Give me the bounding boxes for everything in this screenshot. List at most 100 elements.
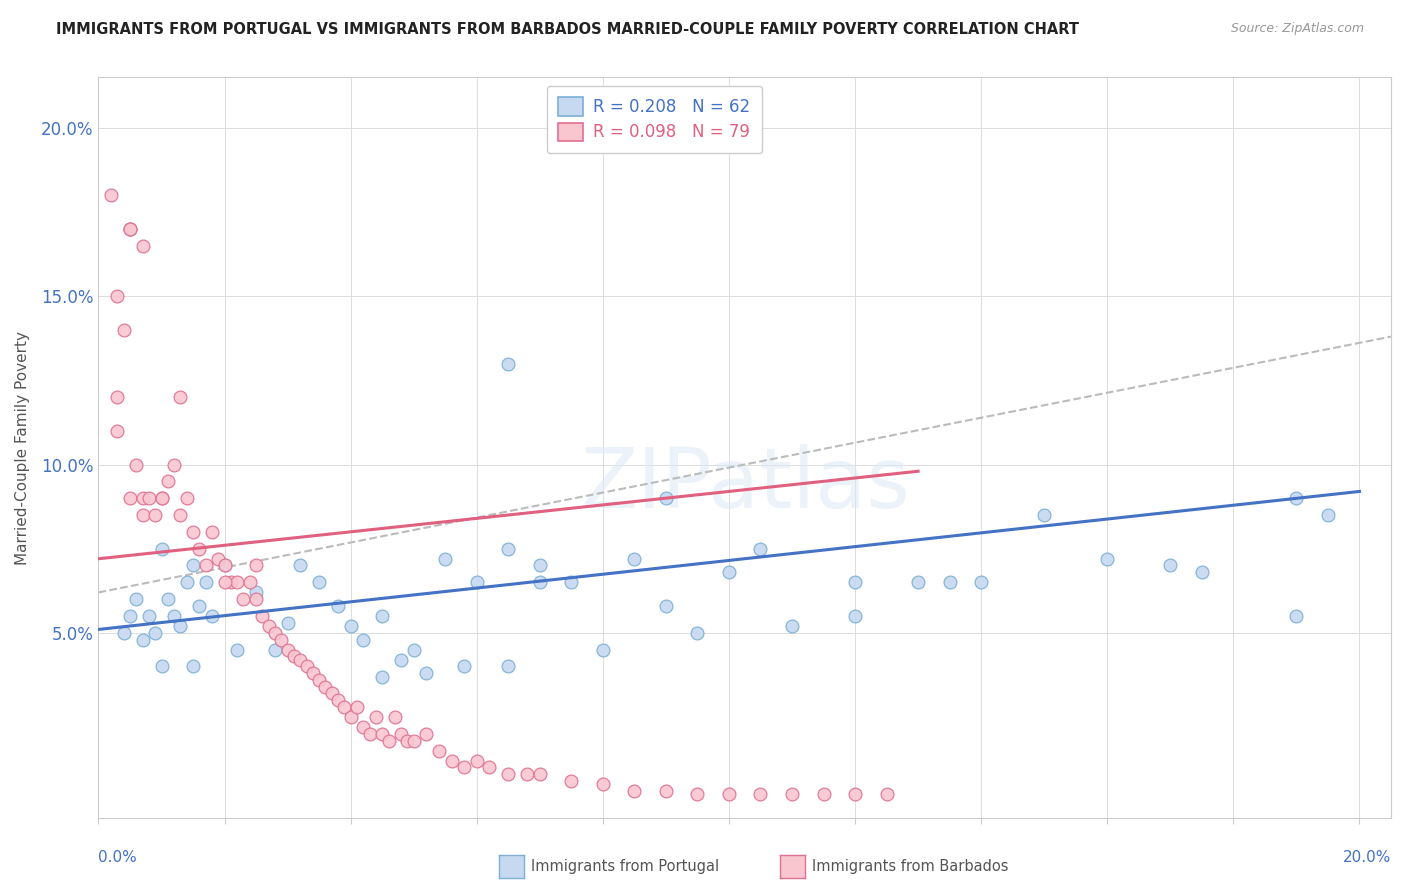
Point xyxy=(529,558,551,573)
Point xyxy=(264,625,287,640)
Point xyxy=(498,357,520,371)
Point xyxy=(389,727,412,741)
Point xyxy=(181,558,204,573)
Point xyxy=(105,390,128,404)
Point xyxy=(333,699,356,714)
Legend: R = 0.208   N = 62, R = 0.098   N = 79: R = 0.208 N = 62, R = 0.098 N = 79 xyxy=(547,86,762,153)
Point xyxy=(346,699,368,714)
Point xyxy=(1159,558,1181,573)
Point xyxy=(359,727,381,741)
Point xyxy=(655,491,678,505)
Point xyxy=(516,767,538,781)
Point xyxy=(156,475,179,489)
Text: ZIPatlas: ZIPatlas xyxy=(579,444,910,525)
Point xyxy=(1285,609,1308,624)
Point xyxy=(371,727,394,741)
Point xyxy=(844,575,866,590)
Point xyxy=(717,788,740,802)
Point xyxy=(780,619,803,633)
Text: Immigrants from Portugal: Immigrants from Portugal xyxy=(531,859,718,873)
Point xyxy=(560,575,582,590)
Point xyxy=(169,619,191,633)
Point xyxy=(314,680,336,694)
Point xyxy=(295,659,318,673)
Point xyxy=(181,659,204,673)
Point xyxy=(686,788,709,802)
Point xyxy=(143,508,166,522)
Point xyxy=(150,491,173,505)
Point xyxy=(415,666,437,681)
Point xyxy=(219,575,242,590)
Point xyxy=(245,558,267,573)
Point xyxy=(125,592,148,607)
Point xyxy=(465,754,488,768)
Point xyxy=(181,524,204,539)
Point xyxy=(844,788,866,802)
Point xyxy=(498,767,520,781)
Point xyxy=(283,649,305,664)
Point xyxy=(257,619,280,633)
Point xyxy=(176,575,198,590)
Point xyxy=(143,625,166,640)
Point xyxy=(623,551,645,566)
Point xyxy=(478,760,501,774)
Point xyxy=(339,619,361,633)
Text: 0.0%: 0.0% xyxy=(98,850,138,865)
Point xyxy=(371,609,394,624)
Point xyxy=(239,575,262,590)
Point xyxy=(686,625,709,640)
Point xyxy=(529,767,551,781)
Point xyxy=(592,642,614,657)
Point xyxy=(717,566,740,580)
Point xyxy=(232,592,254,607)
Point xyxy=(453,659,475,673)
Point xyxy=(245,592,267,607)
Point xyxy=(498,541,520,556)
Point xyxy=(290,653,312,667)
Point xyxy=(188,599,211,613)
Point xyxy=(465,575,488,590)
Point xyxy=(201,609,224,624)
Point xyxy=(655,599,678,613)
Point xyxy=(326,693,349,707)
Point xyxy=(302,666,325,681)
Point xyxy=(138,491,160,505)
Point xyxy=(907,575,929,590)
Point xyxy=(1097,551,1119,566)
Point xyxy=(655,784,678,798)
Point xyxy=(352,720,374,734)
Point xyxy=(163,458,186,472)
Point xyxy=(201,524,224,539)
Point xyxy=(194,558,217,573)
Point xyxy=(592,777,614,791)
Point xyxy=(188,541,211,556)
Point xyxy=(245,585,267,599)
Text: Source: ZipAtlas.com: Source: ZipAtlas.com xyxy=(1230,22,1364,36)
Point xyxy=(112,625,135,640)
Point xyxy=(131,508,153,522)
Point xyxy=(264,642,287,657)
Point xyxy=(453,760,475,774)
Point xyxy=(169,390,191,404)
Point xyxy=(118,222,141,236)
Point xyxy=(377,733,399,747)
Point xyxy=(1033,508,1056,522)
Point xyxy=(396,733,419,747)
Point xyxy=(970,575,993,590)
Point xyxy=(131,491,153,505)
Point xyxy=(118,609,141,624)
Point xyxy=(105,289,128,303)
Point xyxy=(384,710,406,724)
Point xyxy=(150,491,173,505)
Point xyxy=(131,238,153,252)
Point xyxy=(194,575,217,590)
Point xyxy=(1285,491,1308,505)
Point xyxy=(321,686,343,700)
Text: IMMIGRANTS FROM PORTUGAL VS IMMIGRANTS FROM BARBADOS MARRIED-COUPLE FAMILY POVER: IMMIGRANTS FROM PORTUGAL VS IMMIGRANTS F… xyxy=(56,22,1080,37)
Point xyxy=(352,632,374,647)
Point xyxy=(131,632,153,647)
Point xyxy=(326,599,349,613)
Point xyxy=(277,615,299,630)
Point xyxy=(112,323,135,337)
Point xyxy=(105,424,128,438)
